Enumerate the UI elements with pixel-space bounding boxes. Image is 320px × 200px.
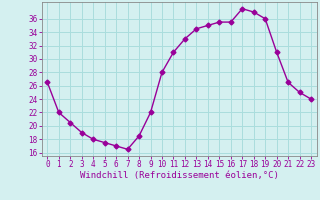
X-axis label: Windchill (Refroidissement éolien,°C): Windchill (Refroidissement éolien,°C) [80,171,279,180]
